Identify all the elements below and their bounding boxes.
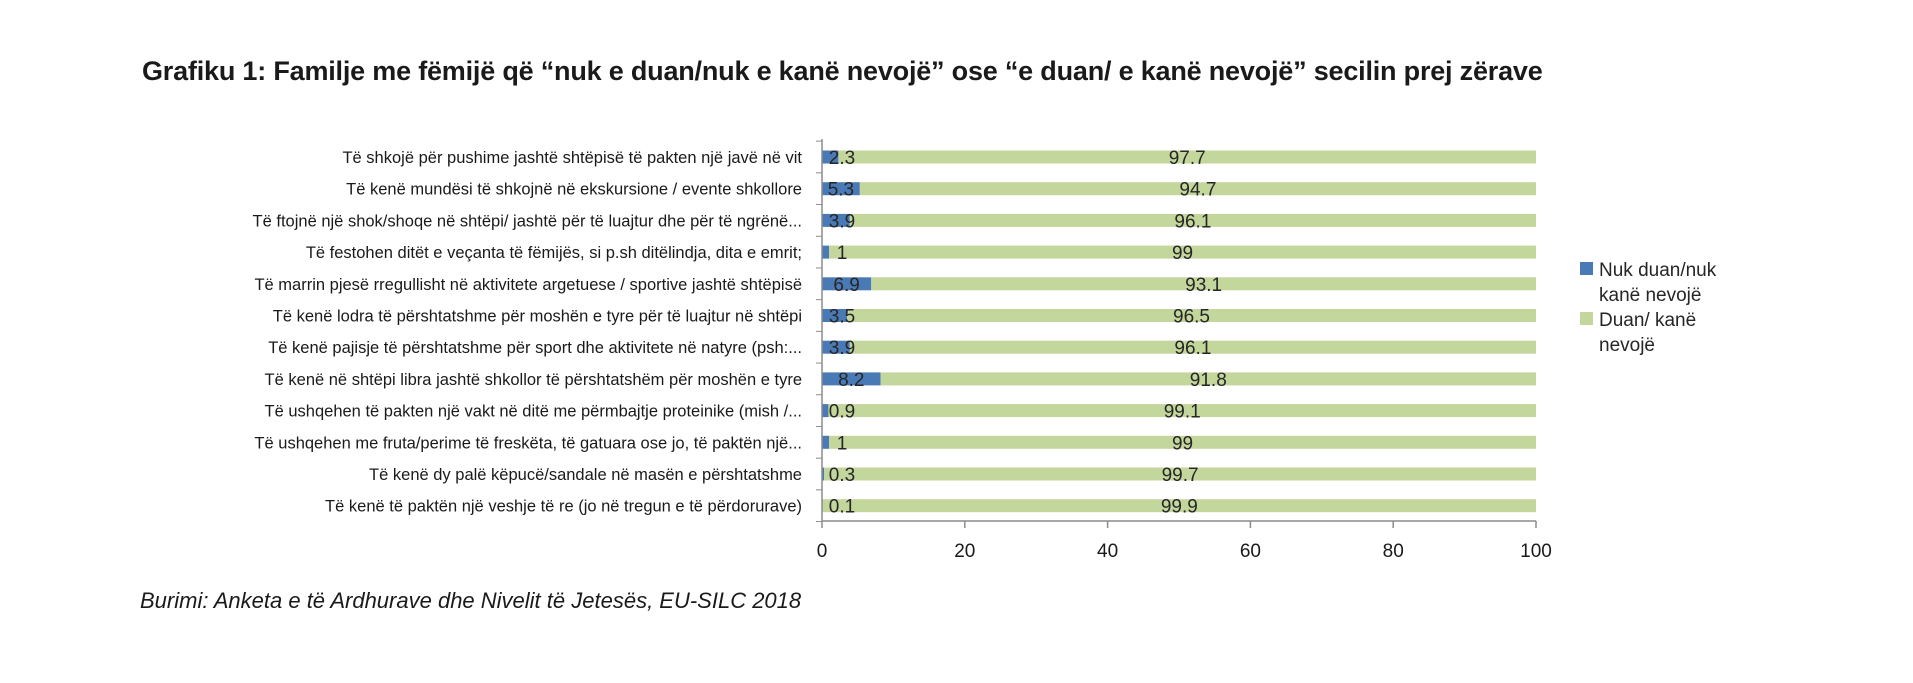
x-tick-label: 80 [1383,541,1404,562]
legend-label-duan: Duan/ kanë [1599,310,1696,331]
data-label-duan: 99.7 [1162,465,1199,486]
bar-duan [849,340,1536,354]
data-label-duan: 93.1 [1185,275,1222,296]
data-label-nuk-duan: 8.2 [838,370,864,391]
data-label-duan: 99 [1172,243,1193,264]
bar-duan [828,404,1536,418]
chart-title: Grafiku 1: Familje me fëmijë që “nuk e d… [142,56,1543,86]
category-label: Të ftojnë një shok/shoqe në shtëpi/ jash… [253,212,802,230]
category-labels: Të shkojë për pushime jashtë shtëpisë të… [253,149,803,516]
bar-duan [859,182,1536,196]
data-label-duan: 97.7 [1169,148,1206,169]
legend-label-duan: nevojë [1599,335,1655,356]
data-label-nuk-duan: 3.5 [829,307,855,328]
data-label-duan: 99 [1172,433,1193,454]
x-tick-label: 20 [954,541,975,562]
bar-nuk-duan [822,277,872,291]
data-label-nuk-duan: 0.9 [829,402,855,423]
x-tick-label: 0 [817,541,828,562]
category-label: Të ushqehen të pakten një vakt në ditë m… [265,403,802,421]
category-label: Të festohen ditët e veçanta të fëmijës, … [306,244,802,262]
data-label-nuk-duan: 6.9 [833,275,859,296]
data-label-nuk-duan: 0.1 [829,497,855,518]
data-labels: 2.3 97.7 5.3 94.7 3.9 96.1 1 99 6.9 93.1 3.5 96.5 3.… [828,148,1227,518]
data-label-duan: 96.1 [1174,211,1211,232]
category-label: Të marrin pjesë rregullisht në aktivitet… [254,276,802,294]
data-label-nuk-duan: 0.3 [829,465,855,486]
bar-nuk-duan [822,435,830,449]
data-label-nuk-duan: 2.3 [829,148,855,169]
data-label-nuk-duan: 3.9 [829,211,855,232]
data-label-nuk-duan: 1 [837,433,848,454]
bar-duan [846,309,1536,322]
category-label: Të shkojë për pushime jashtë shtëpisë të… [342,149,802,167]
bar-duan [871,277,1536,291]
legend-swatch-duan [1580,312,1593,325]
bar-nuk-duan [822,404,829,418]
bar-nuk-duan [822,309,847,322]
data-label-duan: 96.1 [1174,338,1211,359]
legend-label-nuk-duan: Nuk duan/nuk [1599,260,1717,281]
bar-nuk-duan [822,372,881,386]
data-label-duan: 99.9 [1161,497,1198,518]
data-label-duan: 91.8 [1190,370,1227,391]
category-label: Të kenë të paktën një veshje të re (jo n… [325,498,802,516]
bar-nuk-duan [822,213,850,227]
data-label-nuk-duan: 5.3 [828,180,854,201]
legend-label-nuk-duan: kanë nevojë [1599,285,1701,306]
bar-duan [822,499,1536,513]
legend-swatch-nuk-duan [1580,262,1593,275]
x-tick-label: 40 [1097,541,1118,562]
category-label: Të kenë në shtëpi libra jashtë shkollor … [265,371,802,389]
bar-nuk-duan [822,245,830,259]
category-label: Të kenë pajisje të përshtatshme për spor… [268,339,802,357]
data-label-nuk-duan: 3.9 [829,338,855,359]
category-label: Të kenë mundësi të shkojnë në ekskursion… [346,181,802,199]
category-label: Të kenë dy palë këpucë/sandale në masën … [369,466,802,484]
legend: Nuk duan/nuk kanë nevojë Duan/ kanë nevojë [1580,260,1717,356]
bar-duan [849,213,1536,227]
bar-duan [829,435,1536,449]
data-label-duan: 96.5 [1173,307,1210,328]
bar-nuk-duan [822,150,839,164]
bar-duan [880,372,1536,386]
x-tick-label: 100 [1520,541,1552,562]
bar-duan [824,467,1536,481]
source-note: Burimi: Anketa e të Ardhurave dhe Niveli… [140,588,802,613]
category-label: Të kenë lodra të përshtatshme për moshën… [273,308,802,326]
category-label: Të ushqehen me fruta/perime të freskëta,… [254,434,802,452]
data-label-nuk-duan: 1 [837,243,848,264]
bar-nuk-duan [822,182,860,196]
bars-group [822,150,1536,513]
bar-nuk-duan [822,340,850,354]
bar-nuk-duan [822,467,825,481]
data-label-duan: 94.7 [1179,180,1216,201]
axes: 0 20 40 60 80 100 [816,139,1552,562]
bar-duan [838,150,1536,164]
data-label-duan: 99.1 [1164,402,1201,423]
x-tick-label: 60 [1240,541,1261,562]
bar-duan [829,245,1536,259]
